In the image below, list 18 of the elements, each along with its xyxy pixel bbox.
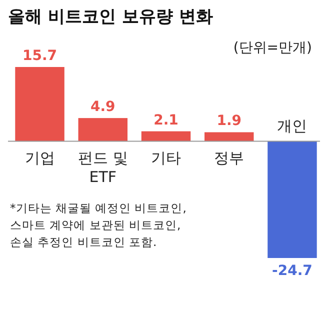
x-tick-label: 정부: [214, 149, 244, 168]
data-label: 1.9: [216, 113, 242, 130]
data-label: -24.7: [272, 263, 312, 279]
x-tick-label: 개인: [277, 117, 308, 136]
data-label: 2.1: [154, 112, 178, 128]
x-tick-label: 기업: [24, 149, 55, 168]
annotation: *기타는 채굴될 예정인 비트코인, 스마트 계약에 보관된 비트코인, 손실 추정인 비트코인 포함.: [10, 201, 186, 249]
bar: [141, 131, 191, 142]
bar: [268, 141, 317, 258]
chart-title: 올해 비트코인 보유량 변화: [8, 7, 213, 27]
data-label: 15.7: [22, 48, 58, 64]
bar: [204, 132, 254, 142]
bar: [15, 67, 64, 142]
chart-subtitle: (단위=만개): [233, 40, 312, 56]
x-tick-label: 펀드 및 ETF: [78, 149, 128, 186]
bar: [78, 118, 128, 142]
data-label: 4.9: [90, 99, 116, 116]
x-tick-label: 기타: [151, 149, 181, 168]
